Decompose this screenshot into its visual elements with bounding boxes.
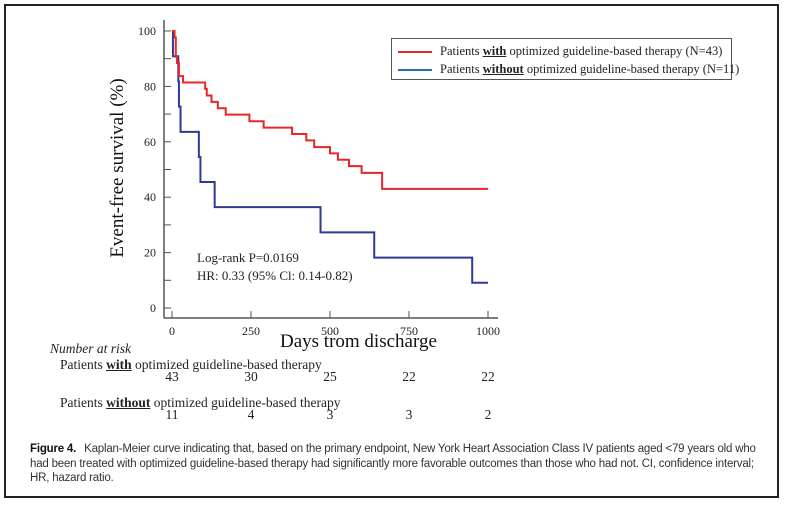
risk-count-with: 30: [244, 369, 258, 384]
x-tick-label: 250: [242, 324, 260, 338]
figure-frame: [4, 4, 779, 498]
risk-count-without: 11: [165, 407, 179, 422]
y-axis-title: Event-free survival (%): [107, 78, 128, 258]
risk-count-without: 2: [484, 407, 492, 422]
x-tick-label: 0: [169, 324, 175, 338]
series-line-with: [172, 30, 488, 190]
risk-row-label-with: Patients with optimized guideline-based …: [60, 357, 322, 372]
legend-label-without: Patients without optimized guideline-bas…: [440, 62, 740, 76]
x-tick-label: 750: [400, 324, 418, 338]
risk-count-with: 22: [402, 369, 416, 384]
legend-item-without: Patients without optimized guideline-bas…: [398, 62, 739, 77]
y-tick-label: 100: [138, 24, 156, 38]
y-tick-label: 60: [144, 135, 156, 149]
hazard-ratio-text: HR: 0.33 (95% Cl: 0.14-0.82): [197, 268, 353, 283]
y-tick-label: 80: [144, 79, 156, 93]
risk-count-with: 22: [481, 369, 495, 384]
figure-label: Figure 4.: [30, 443, 77, 455]
log-rank-text: Log-rank P=0.0169: [197, 250, 299, 265]
risk-count-without: 3: [326, 407, 334, 422]
legend-swatch-with: [398, 50, 432, 53]
x-axis-title: Days trom discharge: [280, 331, 437, 352]
legend: Patients with optimized guideline-based …: [391, 38, 739, 80]
risk-count-with: 25: [323, 369, 337, 384]
risk-table-title: Number at risk: [50, 341, 131, 356]
legend-item-with: Patients with optimized guideline-based …: [398, 44, 722, 59]
y-tick-label: 40: [144, 190, 156, 204]
figure-caption: Figure 4. Kaplan-Meier curve indicating t…: [30, 442, 760, 486]
x-tick-label: 1000: [476, 324, 500, 338]
y-tick-label: 0: [150, 301, 156, 315]
caption-text: Kaplan-Meier curve indicating that, base…: [30, 443, 756, 484]
risk-row-label-without: Patients without optimized guideline-bas…: [60, 395, 341, 410]
y-tick-label: 20: [144, 246, 156, 260]
stats-annotation: Log-rank P=0.0169 HR: 0.33 (95% Cl: 0.14…: [197, 249, 353, 285]
risk-count-without: 4: [247, 407, 255, 422]
x-tick-label: 500: [321, 324, 339, 338]
risk-count-without: 3: [405, 407, 413, 422]
legend-label-with: Patients with optimized guideline-based …: [440, 44, 723, 58]
risk-count-with: 43: [165, 369, 179, 384]
legend-swatch-without: [398, 68, 432, 71]
